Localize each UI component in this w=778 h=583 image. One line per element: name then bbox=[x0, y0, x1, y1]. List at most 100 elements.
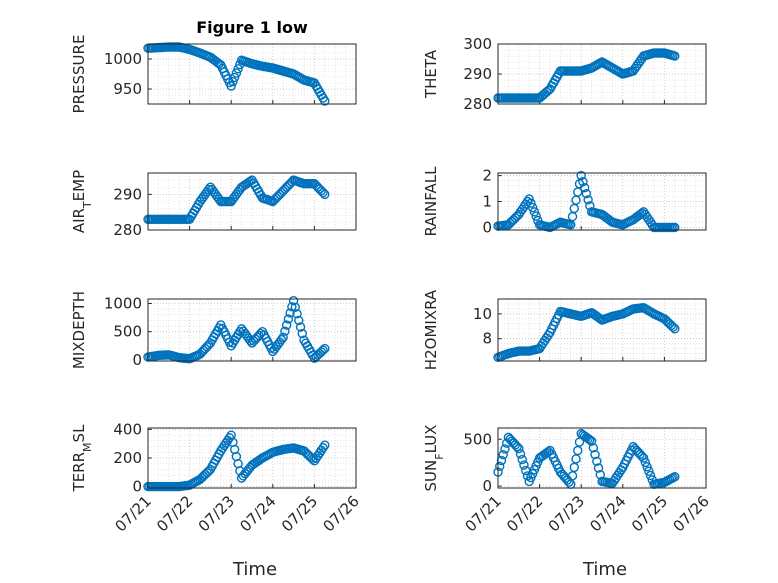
data-point bbox=[524, 194, 534, 204]
data-point bbox=[590, 449, 600, 460]
ylabel-2: AIRTEMP bbox=[70, 170, 94, 233]
x-tick-label: 07/24 bbox=[236, 492, 279, 535]
data-point bbox=[670, 51, 680, 61]
data-point bbox=[320, 96, 330, 106]
data-point bbox=[638, 453, 649, 463]
y-tick-label: 1000 bbox=[104, 50, 142, 68]
data-point bbox=[531, 211, 541, 221]
data-point bbox=[290, 302, 301, 312]
data-point bbox=[320, 189, 330, 200]
x-tick-label: 07/26 bbox=[320, 492, 363, 535]
y-tick-label: 1 bbox=[482, 193, 492, 211]
ylabel-1: THETA bbox=[422, 49, 440, 99]
data-point bbox=[515, 449, 526, 459]
data-point bbox=[593, 463, 604, 473]
y-tick-label: 290 bbox=[113, 185, 142, 203]
axes-pressure: 950 1000 PRESSURE Figure 1 low bbox=[70, 18, 357, 114]
y-tick-label: 280 bbox=[463, 95, 492, 113]
axes-rainfall: 0 1 2 RAINFALL bbox=[422, 166, 707, 237]
data-point bbox=[233, 64, 243, 74]
y-tick-label: 0 bbox=[482, 477, 492, 495]
data-point bbox=[318, 345, 328, 355]
data-point bbox=[668, 322, 678, 332]
data-point bbox=[588, 443, 599, 453]
y-tick-label: 2 bbox=[482, 167, 492, 185]
data-point bbox=[288, 295, 299, 306]
ylabel-6: TERRMSL bbox=[70, 424, 94, 493]
data-point bbox=[595, 314, 605, 324]
data-point bbox=[529, 207, 540, 217]
axes-border bbox=[497, 298, 707, 362]
data-point bbox=[585, 435, 595, 445]
data-point bbox=[292, 309, 302, 319]
y-tick-label: 8 bbox=[482, 330, 492, 348]
data-point bbox=[527, 202, 538, 213]
x-tick-label: 07/24 bbox=[586, 492, 629, 535]
x-axis-label-1: Time bbox=[582, 559, 627, 580]
data-point bbox=[280, 326, 290, 336]
data-point bbox=[294, 315, 304, 326]
data-point bbox=[670, 472, 680, 482]
axes-air-temp: 280 290 AIRTEMP bbox=[70, 170, 357, 239]
data-point bbox=[578, 176, 588, 187]
x-tick-label: 07/25 bbox=[628, 492, 671, 535]
data-point bbox=[229, 72, 240, 83]
data-point bbox=[514, 443, 524, 454]
x-tick-label: 07/23 bbox=[545, 492, 588, 535]
ylabel-3: RAINFALL bbox=[422, 166, 440, 237]
data-point bbox=[670, 222, 680, 233]
data-point bbox=[517, 454, 527, 465]
y-tick-label: 10 bbox=[473, 305, 492, 323]
x-tick-label: 07/22 bbox=[503, 492, 546, 535]
data-point bbox=[644, 466, 654, 476]
y-tick-label: 1000 bbox=[104, 295, 142, 313]
data-point bbox=[285, 308, 295, 318]
x-tick-label: 07/22 bbox=[153, 492, 196, 535]
y-tick-label: 200 bbox=[113, 449, 142, 467]
data-point bbox=[287, 302, 297, 312]
data-point bbox=[496, 455, 507, 466]
data-point bbox=[670, 324, 680, 334]
data-point bbox=[228, 76, 238, 87]
data-point bbox=[573, 445, 583, 456]
data-point bbox=[581, 189, 592, 199]
y-tick-label: 950 bbox=[113, 80, 142, 98]
data-point bbox=[278, 332, 288, 343]
y-tick-label: 290 bbox=[463, 65, 492, 83]
x-tick-label: 07/23 bbox=[195, 492, 238, 535]
data-point bbox=[203, 184, 214, 195]
axes-border bbox=[147, 427, 357, 489]
data-point bbox=[320, 440, 330, 450]
ylabel-7: SUNFLUX bbox=[422, 425, 446, 492]
data-point bbox=[645, 470, 656, 481]
data-point bbox=[519, 460, 529, 470]
data-point bbox=[583, 195, 593, 205]
data-point bbox=[498, 450, 508, 460]
axes-border bbox=[147, 172, 357, 231]
y-tick-label: 0 bbox=[132, 478, 142, 496]
ylabel-0: PRESSURE bbox=[70, 35, 88, 114]
x-tick-label: 07/26 bbox=[670, 492, 713, 535]
data-point bbox=[320, 343, 330, 354]
data-point bbox=[512, 442, 522, 452]
axes-border bbox=[497, 427, 707, 489]
x-tick-label: 07/25 bbox=[278, 492, 321, 535]
y-tick-label: 280 bbox=[113, 221, 142, 239]
y-tick-label: 400 bbox=[113, 420, 142, 438]
axes-border bbox=[147, 298, 357, 362]
data-point bbox=[276, 334, 287, 345]
data-point bbox=[297, 328, 307, 339]
data-point bbox=[574, 437, 585, 447]
chart-title: Figure 1 low bbox=[196, 18, 308, 37]
data-point bbox=[640, 457, 651, 468]
data-point bbox=[579, 182, 590, 193]
data-point bbox=[576, 170, 586, 181]
axes-h2omixra: 8 10 H2OMIXRA bbox=[422, 289, 707, 370]
data-point bbox=[592, 456, 602, 466]
data-point bbox=[295, 322, 306, 332]
ylabel-5: H2OMIXRA bbox=[422, 289, 440, 370]
data-point bbox=[526, 198, 536, 208]
data-point bbox=[231, 68, 242, 78]
y-tick-label: 500 bbox=[463, 430, 492, 448]
